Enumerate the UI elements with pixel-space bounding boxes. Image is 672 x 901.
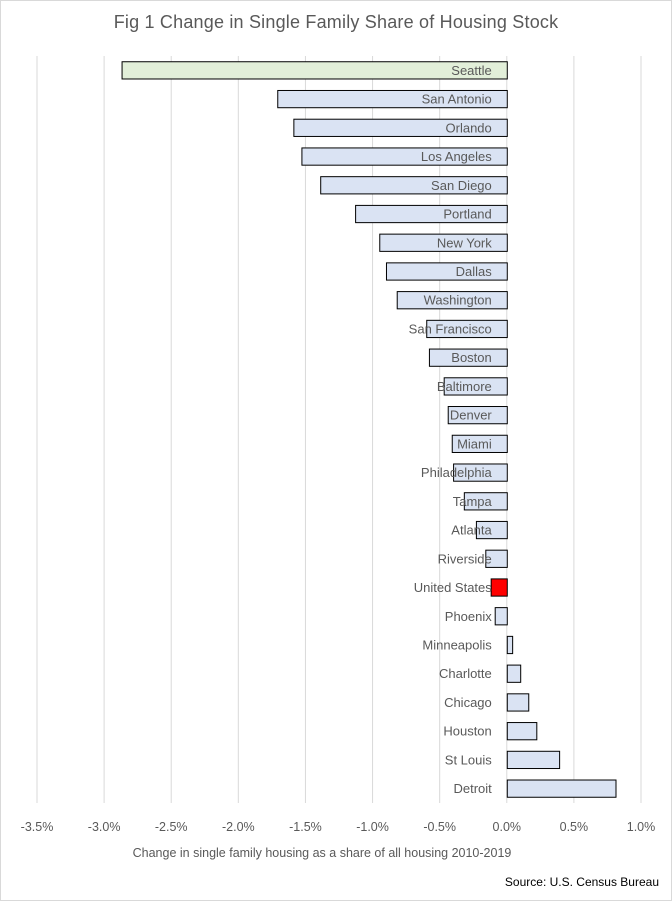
bar-seattle [121, 61, 508, 80]
bar-atlanta [475, 520, 508, 540]
bar-washington [396, 291, 508, 310]
bar-boston [428, 348, 508, 367]
bar-baltimore [443, 377, 508, 396]
category-label: Houston [443, 724, 491, 739]
bar-riverside [485, 549, 508, 568]
bar-detroit [506, 779, 617, 798]
bar-tampa [463, 492, 508, 511]
category-label: Riverside [438, 551, 492, 566]
category-label: Los Angeles [421, 149, 492, 164]
x-tick-label: -3.0% [88, 820, 121, 834]
category-label: Charlotte [439, 666, 492, 681]
category-label: New York [437, 235, 492, 250]
x-tick-label: -1.0% [356, 820, 389, 834]
bar-new-york [379, 233, 508, 252]
category-label: Washington [424, 293, 492, 308]
x-tick-label: 0.5% [560, 820, 589, 834]
category-label: Tampa [453, 494, 493, 509]
category-label: Portland [443, 207, 491, 222]
x-tick-label: -2.5% [155, 820, 188, 834]
x-tick-label: 0.0% [493, 820, 522, 834]
bar-portland [355, 204, 508, 224]
bar-san-diego [320, 176, 508, 195]
bar-los-angeles [301, 147, 508, 166]
category-label: United States [414, 580, 493, 595]
category-label: Detroit [453, 781, 492, 796]
bar-dallas [385, 262, 508, 281]
category-label: Atlanta [451, 523, 492, 538]
category-label: Chicago [444, 695, 492, 710]
category-label: Philadelphia [421, 465, 493, 480]
category-label: Phoenix [445, 609, 492, 624]
category-label: Denver [450, 408, 493, 423]
category-label: Minneapolis [422, 637, 492, 652]
bar-chicago [506, 693, 530, 712]
x-axis-label: Change in single family housing as a sha… [132, 846, 512, 860]
bar-denver [447, 406, 508, 425]
chart-title: Fig 1 Change in Single Family Share of H… [113, 12, 559, 32]
x-tick-label: -2.0% [222, 820, 255, 834]
category-label: Miami [457, 436, 492, 451]
source-note: Source: U.S. Census Bureau [504, 875, 659, 889]
bar-united-states [490, 578, 508, 597]
x-tick-label: -1.5% [289, 820, 322, 834]
bar-houston [506, 722, 538, 741]
category-label: San Diego [431, 178, 492, 193]
bar-minneapolis [506, 635, 514, 655]
bar-philadelphia [453, 463, 508, 482]
category-label: St Louis [445, 752, 492, 767]
x-tick-label: -3.5% [21, 820, 54, 834]
category-label: Boston [451, 350, 491, 365]
bar-san-antonio [277, 89, 508, 109]
bar-miami [451, 434, 508, 453]
bar-st-louis [506, 750, 561, 770]
category-label: Baltimore [437, 379, 492, 394]
category-label: Orlando [446, 120, 492, 135]
x-tick-label: 1.0% [627, 820, 656, 834]
bar-charlotte [506, 664, 522, 683]
bar-phoenix [494, 607, 508, 626]
category-label: Dallas [456, 264, 493, 279]
category-label: Seattle [451, 63, 491, 78]
bar-orlando [293, 118, 508, 137]
bar-san-francisco [426, 319, 508, 339]
category-label: San Antonio [422, 92, 492, 107]
category-label: San Francisco [409, 321, 492, 336]
x-tick-label: -0.5% [423, 820, 456, 834]
